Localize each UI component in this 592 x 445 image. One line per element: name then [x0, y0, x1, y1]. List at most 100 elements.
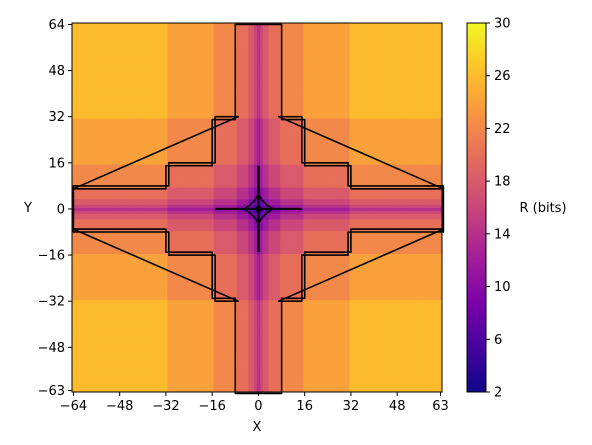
heatmap-cell: [141, 303, 144, 306]
heatmap-cell: [89, 380, 92, 383]
heatmap-cell: [130, 380, 133, 383]
heatmap-cell: [133, 378, 136, 381]
heatmap-cell: [124, 329, 127, 332]
heatmap-cell: [237, 343, 240, 346]
heatmap-cell: [376, 386, 379, 389]
heatmap-cell: [144, 331, 147, 334]
heatmap-cell: [393, 372, 396, 375]
heatmap-cell: [396, 303, 399, 306]
heatmap-cell: [428, 340, 431, 343]
heatmap-cell: [147, 343, 150, 346]
heatmap-cell: [338, 360, 341, 363]
heatmap-cell: [373, 337, 376, 340]
heatmap-cell: [358, 280, 361, 283]
heatmap-cell: [384, 323, 387, 326]
heatmap-cell: [170, 355, 173, 358]
heatmap-cell: [257, 380, 260, 383]
heatmap-cell: [396, 311, 399, 314]
heatmap-cell: [188, 360, 191, 363]
heatmap-cell: [179, 337, 182, 340]
heatmap-cell: [315, 314, 318, 317]
heatmap-cell: [263, 357, 266, 360]
heatmap-cell: [147, 282, 150, 285]
heatmap-cell: [193, 343, 196, 346]
heatmap-cell: [378, 314, 381, 317]
heatmap-cell: [416, 294, 419, 297]
heatmap-cell: [240, 337, 243, 340]
heatmap-cell: [81, 355, 84, 358]
heatmap-cell: [245, 375, 248, 378]
heatmap-cell: [92, 331, 95, 334]
heatmap-cell: [193, 346, 196, 349]
heatmap-cell: [130, 306, 133, 309]
heatmap-cell: [86, 357, 89, 360]
heatmap-cell: [81, 375, 84, 378]
heatmap-cell: [419, 300, 422, 303]
heatmap-cell: [425, 343, 428, 346]
heatmap-cell: [312, 329, 315, 332]
heatmap-cell: [251, 306, 254, 309]
heatmap-cell: [364, 360, 367, 363]
heatmap-cell: [289, 357, 292, 360]
heatmap-cell: [98, 294, 101, 297]
heatmap-cell: [150, 355, 153, 358]
heatmap-cell: [170, 311, 173, 314]
heatmap-cell: [228, 308, 231, 311]
heatmap-cell: [211, 352, 214, 355]
heatmap-cell: [153, 346, 156, 349]
heatmap-cell: [286, 372, 289, 375]
heatmap-cell: [329, 355, 332, 358]
heatmap-cell: [228, 360, 231, 363]
heatmap-cell: [150, 349, 153, 352]
heatmap-cell: [402, 331, 405, 334]
heatmap-cell: [167, 357, 170, 360]
heatmap-cell: [104, 352, 107, 355]
heatmap-cell: [248, 375, 251, 378]
heatmap-cell: [81, 291, 84, 294]
heatmap-cell: [176, 314, 179, 317]
heatmap-cell: [297, 320, 300, 323]
heatmap-cell: [407, 288, 410, 291]
heatmap-cell: [393, 331, 396, 334]
heatmap-cell: [321, 334, 324, 337]
heatmap-cell: [376, 352, 379, 355]
heatmap-cell: [422, 282, 425, 285]
heatmap-cell: [350, 343, 353, 346]
heatmap-cell: [384, 378, 387, 381]
heatmap-cell: [81, 343, 84, 346]
heatmap-cell: [300, 352, 303, 355]
heatmap-cell: [297, 360, 300, 363]
heatmap-cell: [341, 360, 344, 363]
heatmap-cell: [384, 282, 387, 285]
heatmap-cell: [159, 375, 162, 378]
heatmap-cell: [318, 326, 321, 329]
heatmap-cell: [430, 294, 433, 297]
heatmap-cell: [404, 334, 407, 337]
heatmap-cell: [402, 378, 405, 381]
heatmap-cell: [297, 357, 300, 360]
heatmap-cell: [361, 372, 364, 375]
heatmap-cell: [196, 314, 199, 317]
heatmap-cell: [361, 378, 364, 381]
heatmap-cell: [373, 363, 376, 366]
heatmap-cell: [277, 291, 280, 294]
heatmap-cell: [263, 288, 266, 291]
heatmap-cell: [162, 326, 165, 329]
heatmap-cell: [315, 366, 318, 369]
heatmap-cell: [355, 329, 358, 332]
heatmap-cell: [407, 375, 410, 378]
heatmap-cell: [225, 346, 228, 349]
heatmap-cell: [165, 288, 168, 291]
heatmap-cell: [410, 360, 413, 363]
heatmap-cell: [416, 363, 419, 366]
heatmap-cell: [205, 352, 208, 355]
heatmap-cell: [335, 288, 338, 291]
heatmap-cell: [355, 294, 358, 297]
heatmap-cell: [396, 349, 399, 352]
heatmap-cell: [309, 291, 312, 294]
heatmap-cell: [231, 288, 234, 291]
heatmap-cell: [373, 311, 376, 314]
heatmap-cell: [361, 300, 364, 303]
heatmap-cell: [283, 323, 286, 326]
heatmap-cell: [193, 349, 196, 352]
